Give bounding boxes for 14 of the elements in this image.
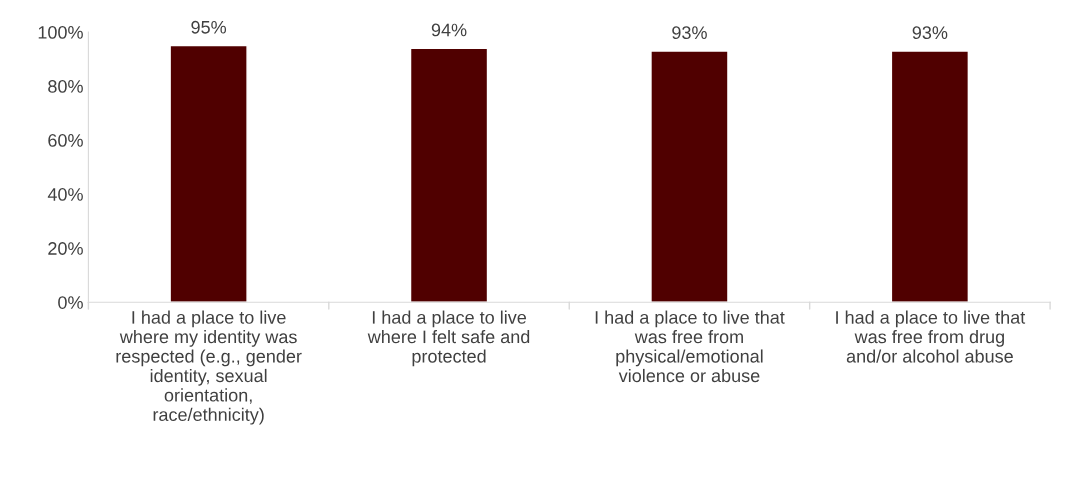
- y-tick-label: 40%: [47, 188, 83, 201]
- y-tick-label: 60%: [48, 134, 83, 147]
- y-tick-label: 80%: [48, 80, 83, 93]
- data-label: 95%: [191, 20, 227, 34]
- y-tick-label: 100%: [38, 25, 83, 39]
- y-tick-label: 0%: [58, 296, 83, 309]
- x-tick-label: I had a place to live where I felt safe and protected: [367, 310, 530, 367]
- x-tick-label: I had a place to live where my identity was respected (e.g., gender identity, sexual orientation, race/ethnicity): [116, 310, 302, 425]
- x-tick-label: I had a place to live that was free from drug and/or alcohol abuse: [836, 310, 1026, 363]
- y-tick-label: 20%: [48, 242, 83, 255]
- data-label: 94%: [431, 23, 467, 37]
- data-label: 93%: [672, 26, 707, 40]
- data-label: 93%: [912, 26, 948, 40]
- x-tick-label: I had a place to live that was free from physical/emotional violence or abuse: [595, 310, 785, 383]
